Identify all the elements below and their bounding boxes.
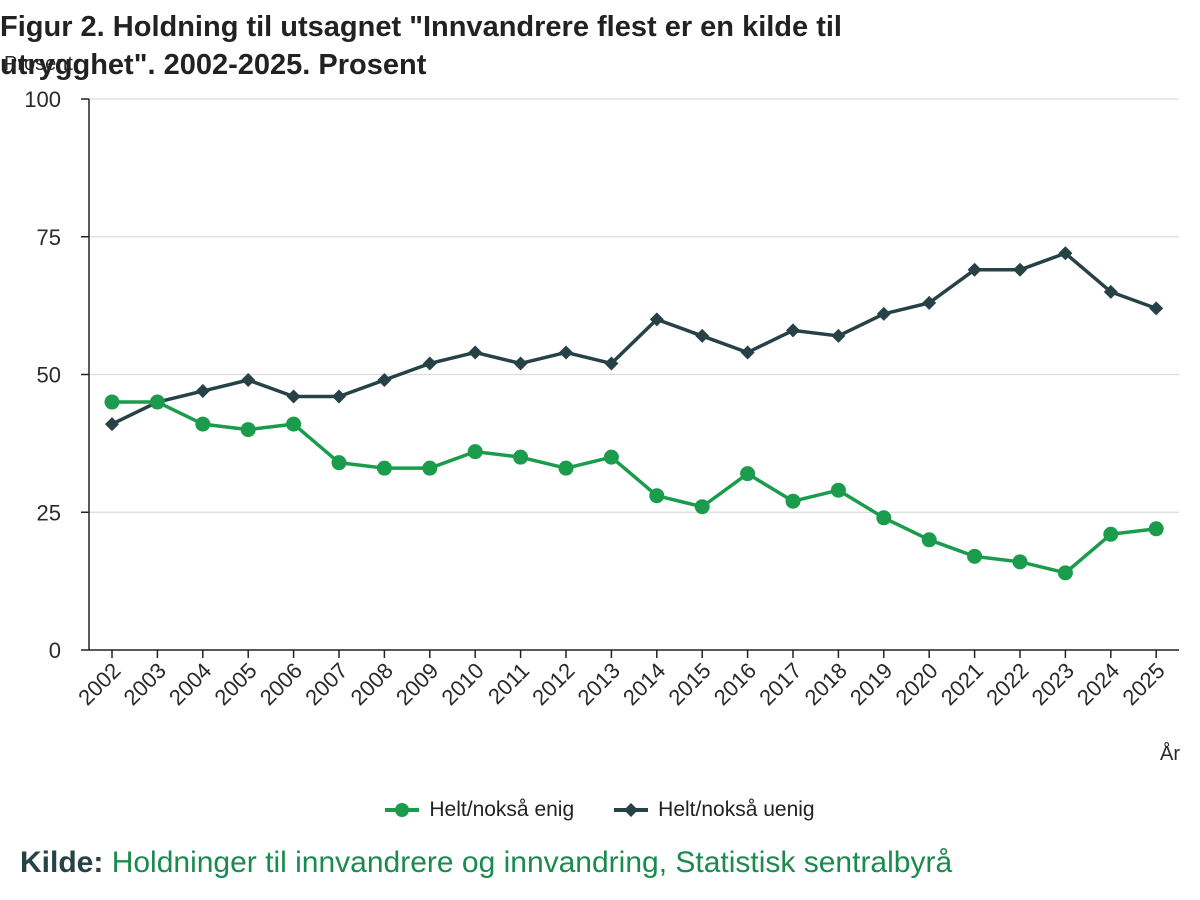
series-uenig xyxy=(105,246,1164,432)
x-tick-label-2007: 2007 xyxy=(300,658,352,710)
legend-label-enig: Helt/nokså enig xyxy=(429,798,575,821)
x-tick-label-2008: 2008 xyxy=(346,658,398,710)
data-point-enig-2021[interactable] xyxy=(967,548,983,564)
x-tick-label-2023: 2023 xyxy=(1027,658,1079,710)
data-point-enig-2022[interactable] xyxy=(1012,554,1028,570)
data-point-enig-2023[interactable] xyxy=(1057,565,1073,581)
source-link[interactable]: Holdninger til innvandrere og innvandrin… xyxy=(111,846,953,879)
data-point-enig-2015[interactable] xyxy=(694,499,710,515)
data-point-uenig-2013[interactable] xyxy=(604,356,619,371)
legend-marker-diamond-icon xyxy=(614,803,649,817)
data-point-enig-2009[interactable] xyxy=(422,460,438,476)
chart-title: Figur 2. Holdning til utsagnet "Innvandr… xyxy=(0,11,842,81)
series-layer xyxy=(104,246,1164,581)
data-point-enig-2019[interactable] xyxy=(876,510,892,526)
data-point-uenig-2025[interactable] xyxy=(1149,301,1164,316)
data-point-enig-2004[interactable] xyxy=(195,416,211,432)
x-tick-label-2017: 2017 xyxy=(754,658,806,710)
data-point-enig-2002[interactable] xyxy=(104,394,120,410)
data-point-enig-2024[interactable] xyxy=(1103,526,1119,542)
data-point-uenig-2016[interactable] xyxy=(740,345,755,360)
y-axis-label: Prosent xyxy=(4,53,73,75)
series-enig xyxy=(104,394,1164,581)
x-tick-label-2025: 2025 xyxy=(1117,658,1169,710)
y-tick-label-0: 0 xyxy=(49,638,61,663)
series-line-uenig xyxy=(111,251,1157,426)
data-point-enig-2007[interactable] xyxy=(331,455,347,471)
y-tick-label-100: 100 xyxy=(24,87,61,112)
data-point-enig-2025[interactable] xyxy=(1148,521,1164,537)
legend-item-uenig[interactable]: Helt/nokså uenig xyxy=(614,798,815,822)
data-point-uenig-2014[interactable] xyxy=(649,312,664,327)
data-point-enig-2014[interactable] xyxy=(649,488,665,504)
x-axis-label: År xyxy=(1160,742,1180,765)
x-axis-ticks: 2002200320042005200620072008200920102011… xyxy=(73,650,1170,710)
data-point-enig-2013[interactable] xyxy=(603,449,619,465)
data-point-enig-2005[interactable] xyxy=(240,422,256,438)
data-point-uenig-2015[interactable] xyxy=(695,328,710,343)
x-tick-label-2016: 2016 xyxy=(709,658,761,710)
data-point-enig-2017[interactable] xyxy=(785,493,801,509)
x-tick-label-2003: 2003 xyxy=(119,658,171,710)
x-tick-label-2004: 2004 xyxy=(164,658,216,710)
data-point-uenig-2021[interactable] xyxy=(967,262,982,277)
y-axis-ticks: 0 25 50 75 100 xyxy=(24,87,89,663)
data-point-uenig-2004[interactable] xyxy=(195,384,210,399)
legend: Helt/nokså enig Helt/nokså uenig xyxy=(0,798,1200,822)
source-note: Kilde: Holdninger til innvandrere og inn… xyxy=(20,846,952,880)
data-point-uenig-2006[interactable] xyxy=(286,389,301,404)
data-point-uenig-2023[interactable] xyxy=(1058,246,1073,261)
data-point-uenig-2005[interactable] xyxy=(241,373,256,388)
legend-marker-circle-icon xyxy=(385,803,420,817)
x-tick-label-2020: 2020 xyxy=(890,658,942,710)
legend-item-enig[interactable]: Helt/nokså enig xyxy=(385,798,574,822)
data-point-uenig-2017[interactable] xyxy=(786,323,800,338)
y-tick-label-25: 25 xyxy=(37,500,61,525)
y-tick-label-75: 75 xyxy=(37,225,61,250)
x-tick-label-2013: 2013 xyxy=(573,658,625,710)
x-tick-label-2005: 2005 xyxy=(209,658,261,710)
data-point-uenig-2010[interactable] xyxy=(468,345,483,360)
data-point-uenig-2011[interactable] xyxy=(513,356,528,371)
data-point-enig-2003[interactable] xyxy=(149,394,165,410)
x-tick-label-2011: 2011 xyxy=(483,658,534,709)
data-point-enig-2020[interactable] xyxy=(921,532,937,548)
data-point-uenig-2020[interactable] xyxy=(922,295,937,310)
data-point-enig-2008[interactable] xyxy=(376,460,392,476)
x-tick-label-2009: 2009 xyxy=(391,658,443,710)
gridlines xyxy=(89,98,1179,513)
data-point-uenig-2012[interactable] xyxy=(559,345,573,360)
x-tick-label-2010: 2010 xyxy=(436,658,488,710)
data-point-uenig-2007[interactable] xyxy=(332,389,346,404)
x-tick-label-2019: 2019 xyxy=(845,658,897,710)
data-point-uenig-2024[interactable] xyxy=(1103,284,1118,299)
data-point-enig-2011[interactable] xyxy=(513,449,529,465)
data-point-uenig-2022[interactable] xyxy=(1013,262,1027,277)
x-tick-label-2006: 2006 xyxy=(255,658,307,710)
y-tick-label-50: 50 xyxy=(37,363,61,388)
data-point-uenig-2002[interactable] xyxy=(105,417,119,432)
data-point-enig-2006[interactable] xyxy=(286,416,302,432)
data-point-uenig-2009[interactable] xyxy=(422,356,437,371)
data-point-uenig-2008[interactable] xyxy=(377,373,392,388)
series-line-enig xyxy=(112,400,1157,575)
data-point-enig-2016[interactable] xyxy=(740,466,756,482)
data-point-uenig-2018[interactable] xyxy=(831,328,846,343)
data-point-enig-2018[interactable] xyxy=(830,482,846,498)
x-tick-label-2015: 2015 xyxy=(663,658,715,710)
source-label: Kilde: xyxy=(20,846,104,879)
x-tick-label-2018: 2018 xyxy=(800,658,852,710)
legend-label-uenig: Helt/nokså uenig xyxy=(658,798,815,821)
x-tick-label-2012: 2012 xyxy=(527,658,579,710)
x-tick-label-2002: 2002 xyxy=(73,658,125,710)
x-tick-label-2024: 2024 xyxy=(1072,658,1124,710)
x-tick-label-2014: 2014 xyxy=(618,658,670,710)
data-point-enig-2010[interactable] xyxy=(467,444,483,460)
x-tick-label-2021: 2021 xyxy=(936,658,988,710)
data-point-uenig-2019[interactable] xyxy=(876,306,891,321)
x-tick-label-2022: 2022 xyxy=(981,658,1033,710)
data-point-enig-2012[interactable] xyxy=(558,460,574,476)
